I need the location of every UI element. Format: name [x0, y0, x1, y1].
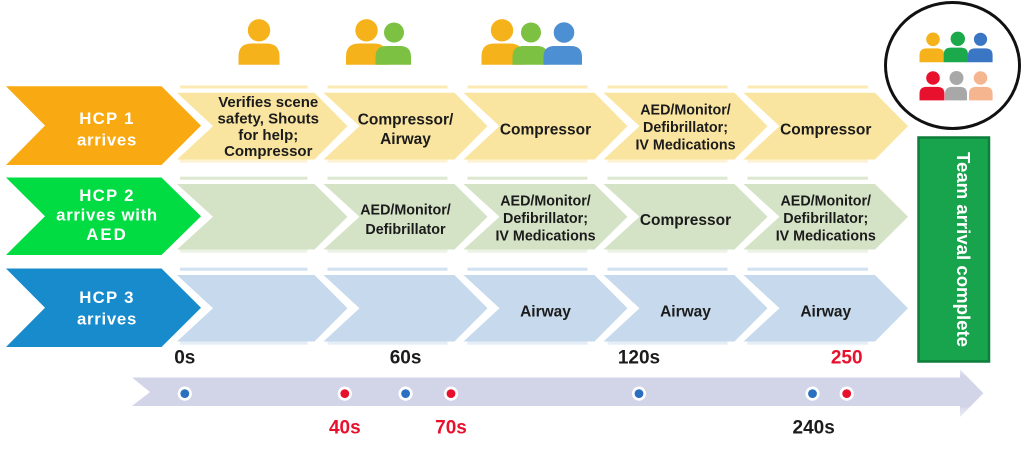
svg-text:Airway: Airway: [520, 304, 571, 321]
svg-text:Verifies scene: Verifies scene: [218, 94, 318, 111]
svg-text:Airway: Airway: [660, 304, 711, 321]
svg-text:Compressor: Compressor: [500, 122, 591, 139]
svg-text:AED/Monitor/: AED/Monitor/: [500, 193, 591, 209]
svg-text:120s: 120s: [618, 348, 660, 369]
svg-text:Defibrillator: Defibrillator: [365, 222, 446, 238]
svg-text:HCP 2: HCP 2: [79, 186, 135, 205]
svg-text:Airway: Airway: [380, 131, 431, 148]
svg-text:240s: 240s: [793, 418, 835, 439]
svg-text:250: 250: [831, 348, 863, 369]
svg-text:Team arrival complete: Team arrival complete: [953, 152, 974, 347]
svg-text:Airway: Airway: [800, 304, 851, 321]
svg-text:Compressor: Compressor: [640, 212, 731, 229]
svg-text:60s: 60s: [390, 348, 422, 369]
svg-text:arrives with: arrives with: [56, 206, 158, 225]
svg-text:Defibrillator;: Defibrillator;: [783, 211, 868, 227]
svg-text:IV Medications: IV Medications: [635, 138, 735, 154]
svg-text:40s: 40s: [329, 418, 361, 439]
svg-text:arrives: arrives: [77, 131, 137, 150]
svg-text:for help;: for help;: [238, 127, 298, 144]
svg-text:AED: AED: [86, 225, 127, 244]
svg-text:Compressor: Compressor: [780, 122, 871, 139]
svg-text:IV Medications: IV Medications: [776, 228, 876, 244]
svg-text:AED/Monitor/: AED/Monitor/: [780, 193, 871, 209]
svg-text:IV Medications: IV Medications: [495, 228, 595, 244]
svg-text:Defibrillator;: Defibrillator;: [643, 120, 728, 136]
svg-text:AED/Monitor/: AED/Monitor/: [360, 203, 451, 219]
svg-text:AED/Monitor/: AED/Monitor/: [640, 103, 731, 119]
svg-text:safety, Shouts: safety, Shouts: [218, 111, 319, 128]
svg-text:70s: 70s: [435, 418, 467, 439]
svg-text:HCP 1: HCP 1: [79, 109, 135, 128]
svg-text:Defibrillator;: Defibrillator;: [503, 211, 588, 227]
svg-text:0s: 0s: [174, 348, 195, 369]
svg-text:Compressor/: Compressor/: [358, 111, 454, 128]
svg-text:arrives: arrives: [77, 310, 137, 329]
svg-text:Compressor: Compressor: [224, 143, 313, 160]
svg-text:HCP 3: HCP 3: [79, 288, 135, 307]
